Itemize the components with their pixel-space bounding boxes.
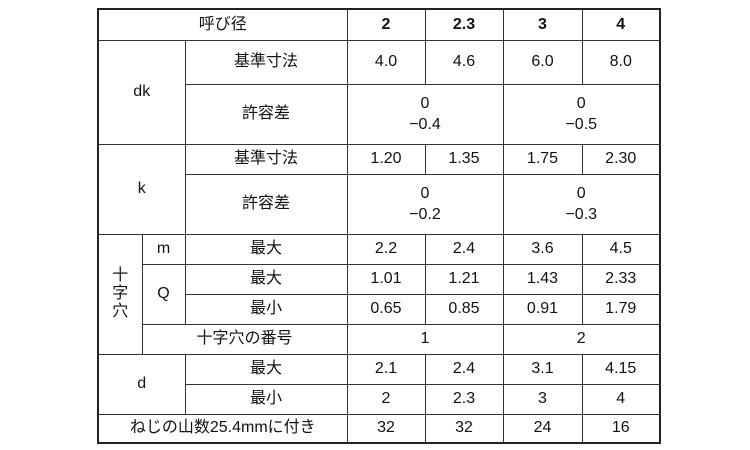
cell: 0.85 bbox=[424, 293, 504, 325]
cell: 2.33 bbox=[581, 263, 661, 295]
cell: 8.0 bbox=[581, 39, 661, 85]
row-label: 最大 bbox=[184, 263, 348, 295]
tol-upper: 0 bbox=[420, 185, 430, 202]
k-label: k bbox=[97, 143, 186, 235]
table-row: dk 基準寸法 4.0 4.6 6.0 8.0 bbox=[97, 39, 661, 145]
cell: 3 bbox=[502, 383, 583, 415]
row-label: 最小 bbox=[184, 383, 348, 415]
table-row: 許容差 0 −0.4 0 −0.5 bbox=[98, 83, 661, 145]
screw-dimension-table: 呼び径 2 2.3 3 4 dk 基準寸法 4.0 4.6 6.0 8.0 許容… bbox=[97, 8, 661, 444]
cell: 16 bbox=[581, 413, 661, 444]
cell: 2.30 bbox=[581, 143, 661, 175]
row-label: 基準寸法 bbox=[184, 143, 348, 175]
cell: 0.91 bbox=[502, 293, 583, 325]
tolerance-cell: 0 −0.4 bbox=[346, 83, 504, 145]
cell: 1.43 bbox=[502, 263, 583, 295]
q-label: Q bbox=[141, 263, 186, 325]
label-char: 字 bbox=[112, 285, 129, 302]
tolerance-cell: 0 −0.2 bbox=[346, 173, 504, 235]
table-row: ねじの山数25.4mmに付き 32 32 24 16 bbox=[97, 413, 661, 444]
dk-label: dk bbox=[97, 39, 186, 145]
tol-lower: −0.4 bbox=[409, 116, 441, 133]
nominal-diameter-label: 呼び径 bbox=[97, 8, 348, 41]
cell: 1.01 bbox=[346, 263, 426, 295]
table-row: 最小 0.65 0.85 0.91 1.79 bbox=[98, 293, 661, 325]
cell: 3.1 bbox=[502, 353, 583, 385]
row-label: 最大 bbox=[184, 353, 348, 385]
cell: 4.0 bbox=[346, 39, 426, 85]
tol-lower: −0.2 bbox=[409, 206, 441, 223]
cell: 1.75 bbox=[502, 143, 583, 175]
cell: 4 bbox=[581, 383, 661, 415]
cell: 1.35 bbox=[424, 143, 504, 175]
label-char: 十 bbox=[112, 267, 129, 284]
d-label: d bbox=[97, 353, 186, 415]
row-label: 最小 bbox=[184, 293, 348, 325]
cell: 0.65 bbox=[346, 293, 426, 325]
cell: 2.3 bbox=[424, 383, 504, 415]
cell: 1 bbox=[346, 323, 504, 355]
row-label: 許容差 bbox=[184, 173, 348, 235]
cell: 2 bbox=[502, 323, 661, 355]
row-label: 十字穴の番号 bbox=[141, 323, 348, 355]
tol-upper: 0 bbox=[576, 95, 586, 112]
cross-recess-label: 十字穴 bbox=[97, 233, 143, 355]
cell: 2.4 bbox=[424, 233, 504, 265]
size-header: 2.3 bbox=[424, 8, 504, 41]
cell: 2.4 bbox=[424, 353, 504, 385]
tol-upper: 0 bbox=[576, 185, 586, 202]
table-row: 十字穴 m 最大 2.2 2.4 3.6 4.5 bbox=[97, 233, 661, 355]
row-label: 最大 bbox=[184, 233, 348, 265]
cell: 4.15 bbox=[581, 353, 661, 385]
label-char: 穴 bbox=[112, 303, 129, 320]
table-row: d 最大 2.1 2.4 3.1 4.15 bbox=[97, 353, 661, 415]
tol-lower: −0.3 bbox=[565, 206, 598, 223]
header-row: 呼び径 2 2.3 3 4 bbox=[97, 8, 661, 41]
size-header: 2 bbox=[346, 8, 426, 41]
size-header: 3 bbox=[502, 8, 583, 41]
table-row: k 基準寸法 1.20 1.35 1.75 2.30 bbox=[97, 143, 661, 235]
cell: 3.6 bbox=[502, 233, 583, 265]
tolerance-cell: 0 −0.3 bbox=[502, 173, 661, 235]
cell: 1.79 bbox=[581, 293, 661, 325]
cell: 32 bbox=[424, 413, 504, 444]
cell: 2.2 bbox=[346, 233, 426, 265]
cell: 1.21 bbox=[424, 263, 504, 295]
size-header: 4 bbox=[581, 8, 661, 41]
cell: 24 bbox=[502, 413, 583, 444]
table-row: 十字穴の番号 1 2 bbox=[98, 323, 661, 355]
table-row: Q 最大 1.01 1.21 1.43 2.33 bbox=[98, 263, 661, 325]
cell: 4.6 bbox=[424, 39, 504, 85]
tolerance-cell: 0 −0.5 bbox=[502, 83, 661, 145]
cell: 6.0 bbox=[502, 39, 583, 85]
m-label: m bbox=[141, 233, 186, 265]
row-label: 基準寸法 bbox=[184, 39, 348, 85]
tol-upper: 0 bbox=[420, 95, 430, 112]
cell: 32 bbox=[346, 413, 426, 444]
tol-lower: −0.5 bbox=[565, 116, 598, 133]
row-label: 許容差 bbox=[184, 83, 348, 145]
row-label: ねじの山数25.4mmに付き bbox=[97, 413, 348, 444]
table-row: 許容差 0 −0.2 0 −0.3 bbox=[98, 173, 661, 235]
cell: 1.20 bbox=[346, 143, 426, 175]
cell: 2.1 bbox=[346, 353, 426, 385]
cell: 4.5 bbox=[581, 233, 661, 265]
cell: 2 bbox=[346, 383, 426, 415]
